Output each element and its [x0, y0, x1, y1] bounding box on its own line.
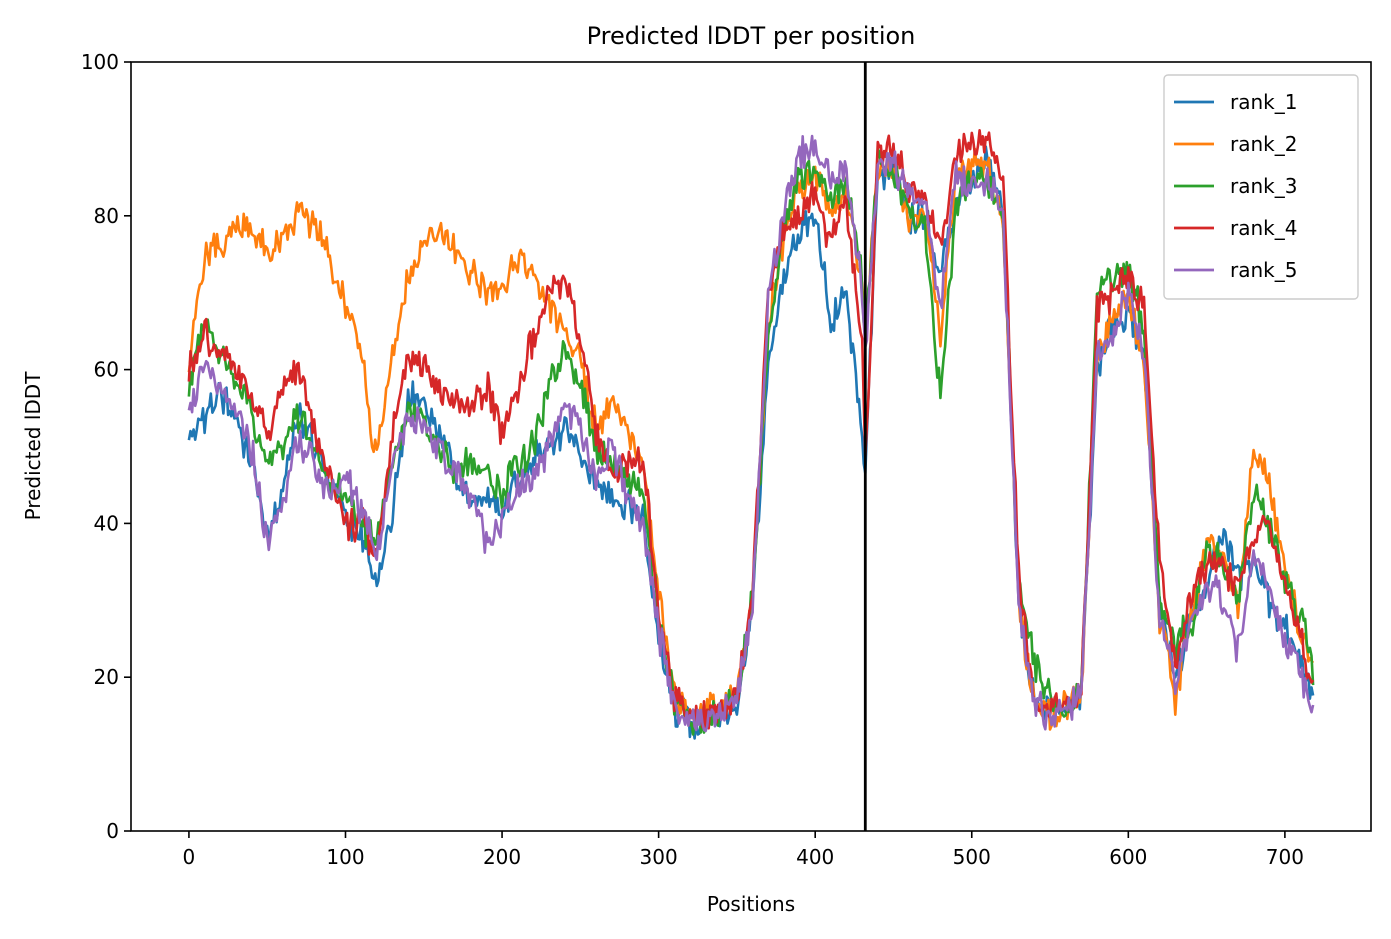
series-line-rank_3 — [187, 147, 1315, 736]
axes-frame — [130, 61, 1372, 832]
x-tick-label: 100 — [326, 845, 364, 869]
y-tick-label: 40 — [94, 511, 119, 535]
legend-box — [1163, 74, 1359, 300]
series-line-rank_4 — [187, 129, 1315, 730]
legend-label-rank_4: rank_4 — [1230, 216, 1297, 240]
y-tick-label: 80 — [94, 204, 119, 228]
y-axis-ticks: 0 20 40 60 80 100 — [81, 50, 131, 843]
y-tick-label: 0 — [106, 819, 119, 843]
series-line-rank_5 — [187, 134, 1315, 733]
y-axis-label: Predicted lDDT — [21, 371, 45, 521]
legend-label-rank_1: rank_1 — [1230, 90, 1297, 114]
chart-title: Predicted lDDT per position — [587, 22, 916, 50]
x-tick-label: 700 — [1266, 845, 1304, 869]
plot-area — [187, 62, 1315, 831]
x-tick-label: 0 — [183, 845, 196, 869]
legend: rank_1 rank_2 rank_3 rank_4 rank_5 — [1163, 74, 1359, 300]
x-tick-label: 400 — [796, 845, 834, 869]
legend-label-rank_5: rank_5 — [1230, 258, 1297, 282]
series-line-rank_2 — [187, 147, 1315, 731]
x-tick-label: 300 — [640, 845, 678, 869]
x-tick-label: 200 — [483, 845, 521, 869]
series-line-rank_1 — [187, 145, 1315, 740]
y-tick-label: 100 — [81, 50, 119, 74]
x-axis-label: Positions — [707, 892, 795, 916]
x-axis-ticks: 0 100 200 300 400 500 600 700 — [183, 831, 1304, 869]
y-tick-label: 20 — [94, 665, 119, 689]
y-tick-label: 60 — [94, 358, 119, 382]
x-tick-label: 500 — [953, 845, 991, 869]
legend-label-rank_3: rank_3 — [1230, 174, 1297, 198]
legend-label-rank_2: rank_2 — [1230, 132, 1297, 156]
x-tick-label: 600 — [1109, 845, 1147, 869]
